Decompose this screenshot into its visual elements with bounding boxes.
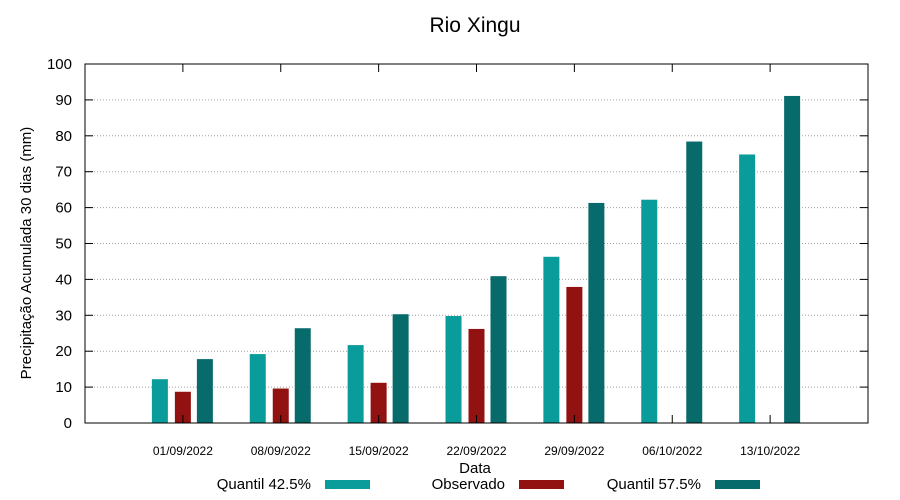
y-tick-label: 70 xyxy=(55,164,72,181)
legend-label: Quantil 42.5% xyxy=(217,476,311,493)
bar xyxy=(588,202,605,423)
bar xyxy=(686,141,703,423)
bar xyxy=(566,286,583,423)
plot-frame xyxy=(84,63,869,424)
y-tick-label: 20 xyxy=(55,343,72,360)
bar xyxy=(641,199,658,423)
bars xyxy=(151,95,801,424)
y-tick-label: 50 xyxy=(55,236,72,253)
x-axis-ticks: 01/09/2022 08/09/2022 15/09/2022 22/09/2022… xyxy=(153,64,800,458)
bar xyxy=(370,382,387,423)
x-tick-label: 13/10/2022 xyxy=(740,444,800,458)
bar xyxy=(249,354,266,423)
y-tick-label: 60 xyxy=(55,200,72,217)
x-tick-label: 29/09/2022 xyxy=(544,444,604,458)
y-axis-ticks: 0 10 20 30 40 50 60 70 80 90 100 xyxy=(47,56,868,432)
x-tick-label: 08/09/2022 xyxy=(251,444,311,458)
bar xyxy=(490,276,507,423)
y-tick-label: 30 xyxy=(55,307,72,324)
legend-swatch xyxy=(325,480,370,489)
bar xyxy=(347,345,364,423)
y-tick-label: 80 xyxy=(55,128,72,145)
y-tick-label: 10 xyxy=(55,379,72,396)
y-tick-label: 40 xyxy=(55,271,72,288)
x-axis-label: Data xyxy=(459,460,491,477)
bar xyxy=(174,391,191,423)
bar xyxy=(151,379,168,423)
bar xyxy=(294,328,311,423)
y-tick-label: 90 xyxy=(55,92,72,109)
x-tick-label: 22/09/2022 xyxy=(446,444,506,458)
y-tick-label: 0 xyxy=(64,415,72,432)
chart-title: Rio Xingu xyxy=(429,14,520,37)
x-tick-label: 06/10/2022 xyxy=(642,444,702,458)
legend-label: Observado xyxy=(432,476,505,493)
legend: Quantil 42.5% Observado Quantil 57.5% xyxy=(217,476,760,493)
bar xyxy=(468,328,485,423)
legend-label: Quantil 57.5% xyxy=(607,476,701,493)
x-tick-label: 15/09/2022 xyxy=(349,444,409,458)
y-axis-label: Precipitação Acumulada 30 dias (mm) xyxy=(18,127,35,380)
legend-swatch xyxy=(715,480,760,489)
bar xyxy=(445,316,462,423)
x-tick-label: 01/09/2022 xyxy=(153,444,213,458)
bar xyxy=(784,95,801,424)
bar xyxy=(543,256,560,423)
legend-swatch xyxy=(519,480,564,489)
bar xyxy=(196,359,213,423)
bar xyxy=(739,154,756,423)
bar xyxy=(392,314,409,423)
y-tick-label: 100 xyxy=(47,56,72,73)
bar xyxy=(272,388,289,423)
